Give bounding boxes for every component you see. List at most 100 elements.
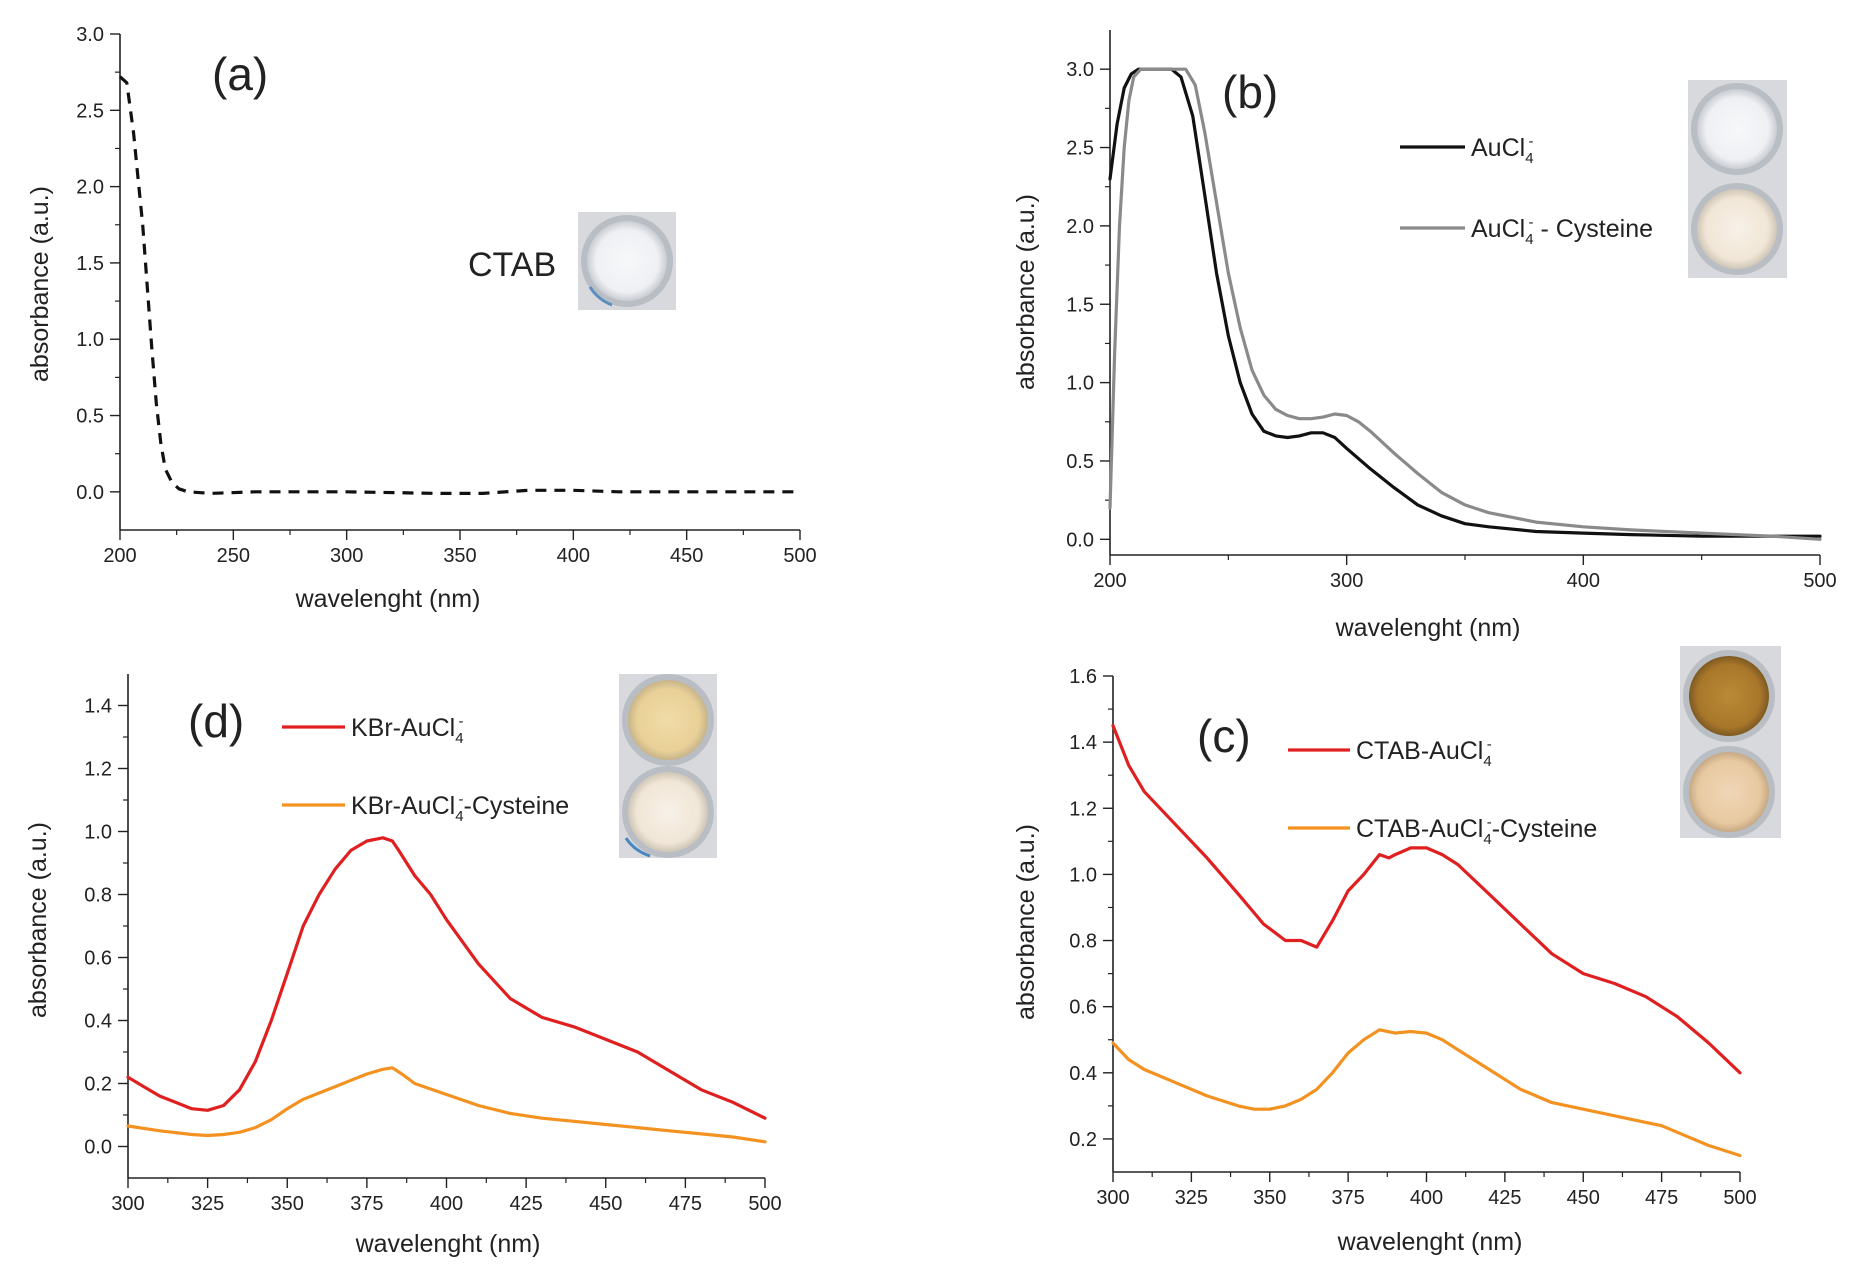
- panel-c-y-tick-label: 1.4: [1069, 732, 1097, 754]
- panel-c-xlabel: wavelenght (nm): [1337, 1228, 1523, 1256]
- panel-d-x-tick-label: 475: [669, 1193, 702, 1215]
- panel-c-ticks: 300 325 350 375 400 425 450 475 500 0.2 0.4 0.6 0.8 1…: [1069, 666, 1757, 1209]
- panel-d-y-tick-label: 0.4: [84, 1011, 112, 1033]
- panel-c-x-tick-label: 300: [1096, 1187, 1129, 1209]
- panel-d-y-tick-label: 0.6: [84, 948, 112, 970]
- panel-a-letter: (a): [212, 48, 268, 100]
- panel-c-x-tick-label: 450: [1567, 1187, 1600, 1209]
- panel-b-x-tick-label: 300: [1330, 570, 1363, 592]
- panel-a-x-tick-label: 450: [670, 545, 703, 567]
- panel-b-chart: 200 300 400 500 0.0 0.5 1.0 1.5 2.0 2.5 3.0 (b) wa…: [1012, 30, 1837, 642]
- panel-d-x-tick-label: 425: [509, 1193, 542, 1215]
- panel-a-x-tick-label: 400: [557, 545, 590, 567]
- panel-a-x-tick-label: 300: [330, 545, 363, 567]
- panel-d-series-line-1: [126, 836, 767, 1120]
- panel-d-x-tick-label: 500: [748, 1193, 781, 1215]
- panel-a-well-photo: [578, 212, 676, 310]
- panel-c-letter: (c): [1197, 710, 1251, 762]
- panel-a-y-tick-label: 0.5: [76, 406, 104, 428]
- panel-c-y-tick-label: 0.2: [1069, 1129, 1097, 1151]
- panel-c-series: [1111, 723, 1742, 1158]
- panel-a-x-tick-label: 500: [783, 545, 816, 567]
- panel-b-y-tick-label: 0.0: [1066, 529, 1094, 551]
- panel-a-x-tick-label: 250: [217, 545, 250, 567]
- panel-b-ylabel: absorbance (a.u.): [1012, 194, 1040, 390]
- panel-d-x-tick-label: 450: [589, 1193, 622, 1215]
- panel-d-chart: 300 325 350 375 400 425 450 475 500 0.0 0.2 0.4 0.6 0…: [24, 674, 782, 1258]
- panel-c-x-tick-label: 500: [1723, 1187, 1756, 1209]
- panel-d-legend-label-1: KBr-AuCl4-: [351, 713, 464, 747]
- panel-c-series-line-1: [1111, 723, 1742, 1075]
- panel-a-y-tick-label: 3.0: [76, 24, 104, 46]
- panel-b-legend-label-1: AuCl4-: [1471, 133, 1534, 167]
- panel-d-well-photo: [619, 674, 717, 858]
- panel-d-xlabel: wavelenght (nm): [355, 1230, 541, 1258]
- panel-c-y-tick-label: 0.8: [1069, 931, 1097, 953]
- panel-a-x-tick-label: 200: [103, 545, 136, 567]
- panel-c-legend-label-1: CTAB-AuCl4-: [1356, 736, 1492, 770]
- panel-c-well-photo: [1680, 646, 1781, 838]
- panel-a-series: [118, 75, 800, 495]
- panel-a-y-tick-label: 1.5: [76, 253, 104, 275]
- panel-b-y-tick-label: 1.0: [1066, 373, 1094, 395]
- panel-b-y-tick-label: 0.5: [1066, 451, 1094, 473]
- panel-d-letter: (d): [188, 695, 244, 747]
- panel-b-xlabel: wavelenght (nm): [1335, 614, 1521, 642]
- panel-c-chart: 300 325 350 375 400 425 450 475 500 0.2 0.4 0.6 0.8 1…: [1012, 646, 1781, 1256]
- panel-c-y-tick-label: 1.2: [1069, 798, 1097, 820]
- panel-d-legend-label-2: KBr-AuCl4--Cysteine: [351, 791, 569, 825]
- panel-b-legend-label-2: AuCl4- - Cysteine: [1471, 214, 1653, 248]
- panel-c-series-line-2: [1111, 1028, 1742, 1158]
- panel-c-y-tick-label: 0.4: [1069, 1063, 1097, 1085]
- panel-d-y-tick-label: 1.4: [84, 696, 112, 718]
- panel-d-series: [126, 836, 767, 1144]
- panel-b-letter: (b): [1222, 66, 1278, 118]
- panel-b-series-line-2: [1108, 67, 1822, 541]
- panel-c-x-tick-label: 350: [1253, 1187, 1286, 1209]
- panel-a-y-tick-label: 2.5: [76, 100, 104, 122]
- panel-a-chart: 200 250 300 350 400 450 500 0.0 0.5 1.0 1.5 2.0 2.5 3…: [26, 24, 817, 613]
- panel-d-y-tick-label: 0.8: [84, 885, 112, 907]
- panel-a-ylabel: absorbance (a.u.): [26, 186, 54, 382]
- panel-d-x-tick-label: 300: [111, 1193, 144, 1215]
- panel-c-legend: CTAB-AuCl4- CTAB-AuCl4--Cysteine: [1288, 736, 1597, 848]
- panel-a-y-tick-label: 1.0: [76, 329, 104, 351]
- panel-d-ylabel: absorbance (a.u.): [24, 822, 52, 1018]
- panel-d-x-tick-label: 350: [271, 1193, 304, 1215]
- panel-c-x-tick-label: 325: [1175, 1187, 1208, 1209]
- panel-c-legend-label-2: CTAB-AuCl4--Cysteine: [1356, 814, 1597, 848]
- panel-b-series: [1108, 67, 1822, 541]
- panel-a-series-line-1: [118, 75, 800, 495]
- panel-a-xlabel: wavelenght (nm): [295, 585, 481, 613]
- panel-a-inset-label: CTAB: [468, 246, 556, 284]
- panel-d-x-tick-label: 325: [191, 1193, 224, 1215]
- panel-a-y-tick-label: 0.0: [76, 482, 104, 504]
- panel-c-y-tick-label: 1.6: [1069, 666, 1097, 688]
- panel-c-y-tick-label: 0.6: [1069, 997, 1097, 1019]
- panel-d-y-tick-label: 0.2: [84, 1074, 112, 1096]
- panel-c-x-tick-label: 375: [1331, 1187, 1364, 1209]
- panel-a-ticks: 200 250 300 350 400 450 500 0.0 0.5 1.0 1.5 2.0 2.5 3…: [76, 24, 817, 567]
- panel-b-y-tick-label: 2.0: [1066, 216, 1094, 238]
- panel-b-y-tick-label: 1.5: [1066, 294, 1094, 316]
- panel-b-x-tick-label: 500: [1803, 570, 1836, 592]
- panel-b-well-photo: [1688, 80, 1787, 278]
- panel-c-x-tick-label: 400: [1410, 1187, 1443, 1209]
- panel-b-x-tick-label: 200: [1093, 570, 1126, 592]
- panel-c-x-tick-label: 475: [1645, 1187, 1678, 1209]
- panel-c-x-tick-label: 425: [1488, 1187, 1521, 1209]
- panel-d-y-tick-label: 1.2: [84, 759, 112, 781]
- panel-c-y-tick-label: 1.0: [1069, 864, 1097, 886]
- panel-d-y-tick-label: 1.0: [84, 822, 112, 844]
- panel-b-y-tick-label: 3.0: [1066, 59, 1094, 81]
- panel-b-x-tick-label: 400: [1567, 570, 1600, 592]
- panel-d-y-tick-label: 0.0: [84, 1137, 112, 1159]
- panel-a-y-tick-label: 2.0: [76, 177, 104, 199]
- panel-b-y-tick-label: 2.5: [1066, 138, 1094, 160]
- panel-d-series-line-2: [126, 1066, 767, 1144]
- panel-d-legend: KBr-AuCl4- KBr-AuCl4--Cysteine: [282, 713, 569, 825]
- panel-b-legend: AuCl4- AuCl4- - Cysteine: [1400, 133, 1653, 248]
- panel-d-ticks: 300 325 350 375 400 425 450 475 500 0.0 0.2 0.4 0.6 0…: [84, 674, 782, 1215]
- panel-c-ylabel: absorbance (a.u.): [1012, 824, 1040, 1020]
